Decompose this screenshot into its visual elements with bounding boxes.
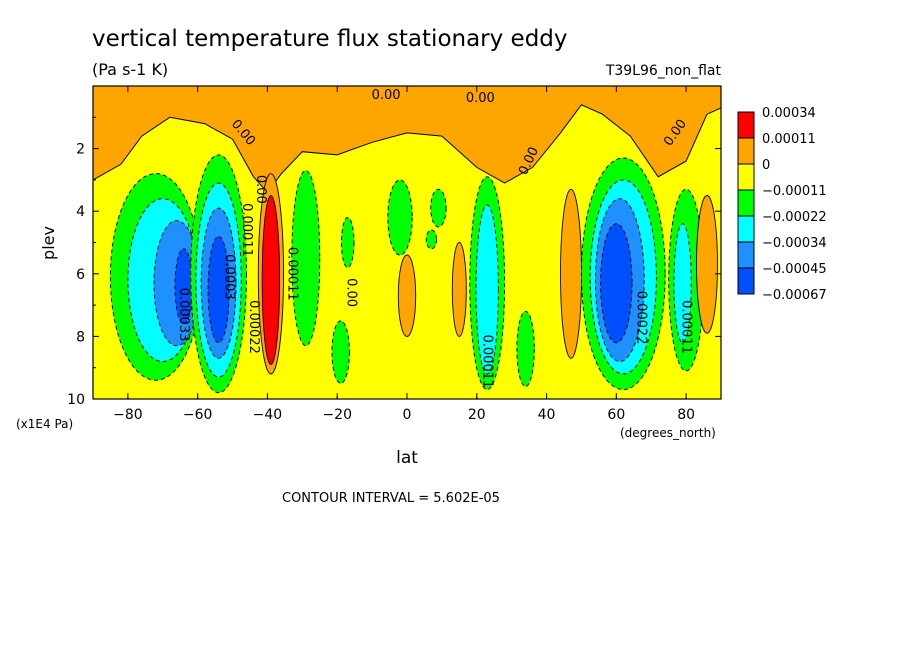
- contour-region-7: [207, 235, 230, 344]
- contour-region-19: [475, 204, 499, 375]
- contour-region-13: [387, 179, 413, 256]
- colorbar-level-label: −0.00034: [762, 236, 827, 251]
- contour-labels: 0.000.00 0.000.000.000.000.000.000110.000…: [176, 88, 693, 388]
- contour-region-17: [451, 242, 467, 337]
- colorbar-swatch: [737, 111, 755, 139]
- x-tick-label: −40: [253, 407, 283, 423]
- x-tick-label: 20: [468, 407, 486, 423]
- chart-units: (Pa s-1 K): [92, 60, 168, 79]
- contour-region-14: [397, 254, 417, 337]
- contour-label-8: 0.0003: [222, 254, 237, 300]
- colorbar-level-label: 0.00011: [762, 132, 816, 147]
- x-tick-label: −20: [322, 407, 352, 423]
- contour-region-28: [696, 195, 718, 334]
- contour-label-10: 0.00022: [246, 300, 261, 354]
- y-tick-label: 10: [67, 392, 85, 408]
- x-axis-units: (degrees_north): [620, 426, 716, 440]
- y-axis-label: plev: [39, 226, 58, 260]
- x-tick-label: −80: [113, 407, 143, 423]
- y-axis-units: (x1E4 Pa): [16, 417, 73, 431]
- colorbar-level-label: −0.00011: [762, 184, 827, 199]
- contour-label-5: 0.00: [253, 175, 268, 204]
- colorbar-swatch: [737, 163, 755, 191]
- x-tick-label: 0: [403, 407, 412, 423]
- colorbar-legend: 0.00034 0.00011 0 −0.00011 −0.00022 −0.00034 −…: [737, 106, 827, 303]
- contour-label-2: 0.00: [466, 91, 495, 106]
- top-positive-band: [93, 86, 721, 194]
- contour-label-11: 0.00011: [284, 247, 299, 301]
- contour-label-6: 0.00: [344, 278, 359, 307]
- contour-region-27: [673, 223, 692, 344]
- contour-region-9: [261, 195, 281, 366]
- colorbar-level-label: −0.00022: [762, 210, 827, 225]
- contour-region-25: [600, 223, 633, 344]
- contour-region-11: [331, 320, 350, 384]
- colorbar-swatch: [737, 137, 755, 165]
- y-tick-label: 2: [76, 142, 85, 158]
- contour-label-13: 0.00022: [633, 291, 648, 345]
- contour-region-21: [560, 188, 582, 359]
- contour-interval-note: CONTOUR INTERVAL = 5.602E-05: [282, 491, 500, 506]
- y-tick-label: 8: [76, 329, 85, 345]
- x-tick-label: 40: [538, 407, 556, 423]
- colorbar-level-label: 0.00034: [762, 106, 816, 121]
- x-tick-label: 80: [677, 407, 695, 423]
- colorbar-level-label: 0: [762, 158, 770, 173]
- chart-title: vertical temperature flux stationary edd…: [92, 26, 568, 52]
- x-axis: −80 −60 −40 −20 0 20 40 60 80: [113, 86, 695, 423]
- colorbar-swatch: [737, 189, 755, 217]
- x-tick-label: −60: [183, 407, 213, 423]
- colorbar-level-label: −0.00067: [762, 288, 827, 303]
- contour-label-1: 0.00: [372, 88, 401, 103]
- contour-label-12: 0.00011: [480, 335, 495, 389]
- dataset-label: T39L96_non_flat: [605, 63, 722, 79]
- colorbar-swatch: [737, 241, 755, 269]
- contour-label-7: 0.00011: [239, 203, 254, 257]
- contour-region-12: [340, 217, 355, 268]
- contour-label-14: 0.00011: [679, 300, 694, 354]
- contour-region-20: [516, 310, 535, 387]
- colorbar-swatch: [737, 267, 755, 295]
- y-axis: 2 4 6 8 10: [67, 116, 721, 408]
- x-tick-label: 60: [607, 407, 625, 423]
- colorbar-swatch: [737, 215, 755, 243]
- colorbar-level-label: −0.00045: [762, 262, 827, 277]
- contour-field: [93, 86, 721, 399]
- x-axis-label: lat: [396, 448, 418, 468]
- y-tick-label: 6: [76, 267, 85, 283]
- contour-region-16: [425, 229, 438, 250]
- contour-label-9: 0.00033: [176, 288, 191, 342]
- contour-region-10: [291, 170, 321, 347]
- contour-region-15: [430, 188, 447, 228]
- y-tick-label: 4: [76, 204, 85, 220]
